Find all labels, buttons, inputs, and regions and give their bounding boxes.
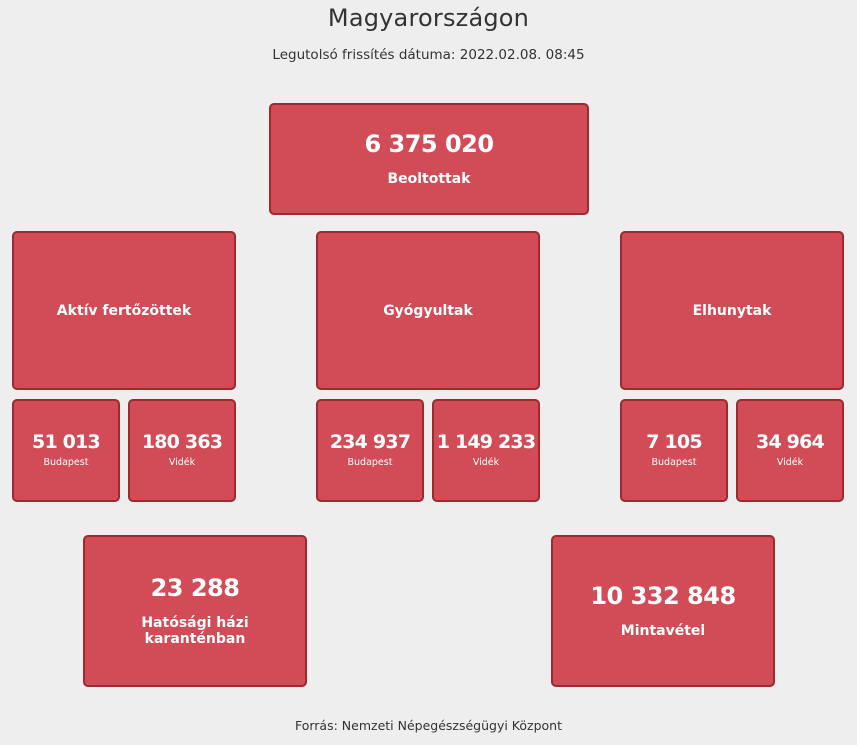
vaccinated-label: Beoltottak — [387, 171, 471, 187]
deceased-videk-label: Vidék — [776, 457, 804, 469]
tests-value: 10 332 848 — [590, 582, 736, 611]
deceased-card: Elhunytak — [620, 231, 844, 390]
deceased-label: Elhunytak — [692, 302, 772, 319]
active-budapest-card: 51 013 Budapest — [12, 399, 120, 502]
active-videk-label: Vidék — [168, 457, 196, 469]
vaccinated-value: 6 375 020 — [364, 130, 494, 159]
active-videk-value: 180 363 — [141, 431, 223, 454]
deceased-budapest-label: Budapest — [651, 457, 697, 469]
active-budapest-value: 51 013 — [32, 431, 101, 454]
active-infected-label: Aktív fertőzöttek — [56, 302, 192, 319]
deceased-budapest-value: 7 105 — [646, 431, 702, 454]
recovered-budapest-value: 234 937 — [329, 431, 411, 454]
deceased-budapest-card: 7 105 Budapest — [620, 399, 728, 502]
active-infected-card: Aktív fertőzöttek — [12, 231, 236, 390]
vaccinated-card: 6 375 020 Beoltottak — [269, 103, 589, 215]
page-title: Magyarországon — [327, 4, 530, 32]
quarantine-label: Hatósági házi karanténban — [141, 614, 249, 648]
recovered-budapest-label: Budapest — [347, 457, 393, 469]
quarantine-card: 23 288 Hatósági házi karanténban — [83, 535, 307, 687]
tests-card: 10 332 848 Mintavétel — [551, 535, 775, 687]
tests-label: Mintavétel — [620, 623, 706, 639]
recovered-videk-value: 1 149 233 — [436, 431, 536, 454]
recovered-videk-label: Vidék — [472, 457, 500, 469]
recovered-card: Gyógyultak — [316, 231, 540, 390]
quarantine-value: 23 288 — [150, 573, 240, 602]
active-videk-card: 180 363 Vidék — [128, 399, 236, 502]
deceased-videk-card: 34 964 Vidék — [736, 399, 844, 502]
recovered-budapest-card: 234 937 Budapest — [316, 399, 424, 502]
active-budapest-label: Budapest — [43, 457, 89, 469]
recovered-label: Gyógyultak — [383, 302, 473, 319]
deceased-videk-value: 34 964 — [756, 431, 825, 454]
source-text: Forrás: Nemzeti Népegészségügyi Központ — [294, 718, 563, 733]
last-updated-text: Legutolsó frissítés dátuma: 2022.02.08. … — [272, 47, 585, 63]
recovered-videk-card: 1 149 233 Vidék — [432, 399, 540, 502]
